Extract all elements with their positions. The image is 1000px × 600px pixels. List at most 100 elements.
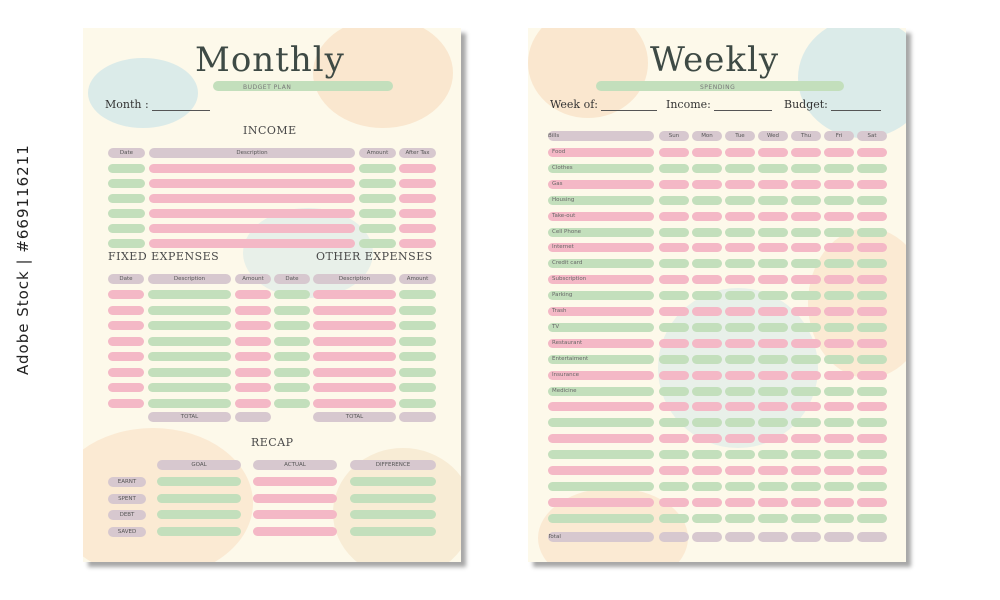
day-total-cell[interactable] bbox=[824, 531, 854, 542]
total-amount-cell[interactable] bbox=[399, 412, 436, 422]
expense-cell[interactable] bbox=[313, 398, 396, 408]
expense-cell[interactable] bbox=[274, 290, 310, 299]
day-amount-cell[interactable] bbox=[692, 259, 722, 269]
day-amount-cell[interactable] bbox=[857, 418, 887, 428]
expense-cell[interactable] bbox=[274, 336, 310, 346]
income-cell[interactable] bbox=[108, 194, 145, 203]
day-amount-cell[interactable] bbox=[659, 354, 689, 364]
day-amount-cell[interactable] bbox=[791, 513, 821, 523]
day-amount-cell[interactable] bbox=[791, 195, 821, 205]
day-amount-cell[interactable] bbox=[758, 275, 788, 285]
recap-cell[interactable] bbox=[157, 493, 241, 503]
bill-row-cell[interactable] bbox=[548, 338, 654, 348]
day-amount-cell[interactable] bbox=[857, 370, 887, 380]
day-amount-cell[interactable] bbox=[725, 148, 755, 157]
week-of-field[interactable]: Week of: bbox=[550, 98, 657, 111]
day-amount-cell[interactable] bbox=[725, 322, 755, 332]
day-amount-cell[interactable] bbox=[758, 418, 788, 428]
day-amount-cell[interactable] bbox=[659, 259, 689, 269]
day-amount-cell[interactable] bbox=[692, 354, 722, 364]
income-cell[interactable] bbox=[399, 164, 436, 173]
bill-row-cell[interactable] bbox=[548, 163, 654, 173]
day-amount-cell[interactable] bbox=[791, 243, 821, 253]
expense-cell[interactable] bbox=[313, 352, 396, 361]
expense-cell[interactable] bbox=[235, 290, 271, 299]
day-amount-cell[interactable] bbox=[659, 179, 689, 189]
bill-row-cell[interactable] bbox=[548, 227, 654, 237]
day-amount-cell[interactable] bbox=[659, 497, 689, 507]
expense-cell[interactable] bbox=[313, 367, 396, 377]
day-amount-cell[interactable] bbox=[857, 163, 887, 173]
day-amount-cell[interactable] bbox=[791, 497, 821, 507]
day-total-cell[interactable] bbox=[758, 531, 788, 542]
bill-row-cell[interactable] bbox=[548, 195, 654, 205]
day-amount-cell[interactable] bbox=[791, 370, 821, 380]
expense-cell[interactable] bbox=[148, 383, 231, 392]
day-amount-cell[interactable] bbox=[659, 418, 689, 428]
income-cell[interactable] bbox=[149, 164, 355, 173]
expense-cell[interactable] bbox=[148, 290, 231, 299]
expense-cell[interactable] bbox=[235, 352, 271, 361]
recap-cell[interactable] bbox=[157, 526, 241, 536]
day-amount-cell[interactable] bbox=[824, 211, 854, 221]
day-amount-cell[interactable] bbox=[824, 434, 854, 444]
budget-field[interactable]: Budget: bbox=[784, 98, 881, 111]
day-amount-cell[interactable] bbox=[791, 179, 821, 189]
day-amount-cell[interactable] bbox=[725, 195, 755, 205]
day-amount-cell[interactable] bbox=[692, 497, 722, 507]
day-amount-cell[interactable] bbox=[857, 259, 887, 269]
day-amount-cell[interactable] bbox=[758, 497, 788, 507]
day-amount-cell[interactable] bbox=[758, 481, 788, 491]
income-cell[interactable] bbox=[399, 239, 436, 248]
day-amount-cell[interactable] bbox=[659, 434, 689, 444]
recap-cell[interactable] bbox=[157, 510, 241, 519]
income-cell[interactable] bbox=[359, 164, 396, 173]
day-amount-cell[interactable] bbox=[692, 370, 722, 380]
day-amount-cell[interactable] bbox=[857, 227, 887, 237]
recap-cell[interactable] bbox=[350, 493, 436, 503]
day-amount-cell[interactable] bbox=[692, 338, 722, 348]
day-amount-cell[interactable] bbox=[857, 497, 887, 507]
day-amount-cell[interactable] bbox=[857, 148, 887, 157]
day-amount-cell[interactable] bbox=[758, 386, 788, 396]
day-amount-cell[interactable] bbox=[758, 195, 788, 205]
day-amount-cell[interactable] bbox=[824, 386, 854, 396]
day-amount-cell[interactable] bbox=[758, 513, 788, 523]
day-amount-cell[interactable] bbox=[725, 211, 755, 221]
expense-cell[interactable] bbox=[399, 398, 436, 408]
day-amount-cell[interactable] bbox=[659, 211, 689, 221]
day-amount-cell[interactable] bbox=[791, 338, 821, 348]
day-amount-cell[interactable] bbox=[692, 179, 722, 189]
day-amount-cell[interactable] bbox=[791, 402, 821, 412]
recap-cell[interactable] bbox=[350, 510, 436, 519]
expense-cell[interactable] bbox=[148, 336, 231, 346]
recap-cell[interactable] bbox=[253, 510, 337, 519]
bill-row-cell[interactable] bbox=[548, 322, 654, 332]
day-amount-cell[interactable] bbox=[791, 227, 821, 237]
day-amount-cell[interactable] bbox=[758, 450, 788, 460]
day-amount-cell[interactable] bbox=[725, 481, 755, 491]
expense-cell[interactable] bbox=[274, 383, 310, 392]
expense-cell[interactable] bbox=[148, 321, 231, 330]
day-amount-cell[interactable] bbox=[659, 275, 689, 285]
day-amount-cell[interactable] bbox=[758, 227, 788, 237]
bill-row-cell[interactable] bbox=[548, 466, 654, 475]
bill-row-cell[interactable] bbox=[548, 402, 654, 412]
day-amount-cell[interactable] bbox=[824, 354, 854, 364]
income-cell[interactable] bbox=[149, 209, 355, 218]
income-cell[interactable] bbox=[359, 194, 396, 203]
day-amount-cell[interactable] bbox=[692, 227, 722, 237]
bill-row-cell[interactable] bbox=[548, 418, 654, 428]
day-total-cell[interactable] bbox=[659, 531, 689, 542]
day-amount-cell[interactable] bbox=[857, 354, 887, 364]
day-amount-cell[interactable] bbox=[692, 402, 722, 412]
day-amount-cell[interactable] bbox=[725, 450, 755, 460]
day-amount-cell[interactable] bbox=[659, 322, 689, 332]
day-amount-cell[interactable] bbox=[692, 275, 722, 285]
bill-row-cell[interactable] bbox=[548, 307, 654, 316]
expense-cell[interactable] bbox=[235, 383, 271, 392]
day-amount-cell[interactable] bbox=[692, 211, 722, 221]
day-amount-cell[interactable] bbox=[692, 386, 722, 396]
expense-cell[interactable] bbox=[108, 305, 144, 315]
day-amount-cell[interactable] bbox=[857, 402, 887, 412]
